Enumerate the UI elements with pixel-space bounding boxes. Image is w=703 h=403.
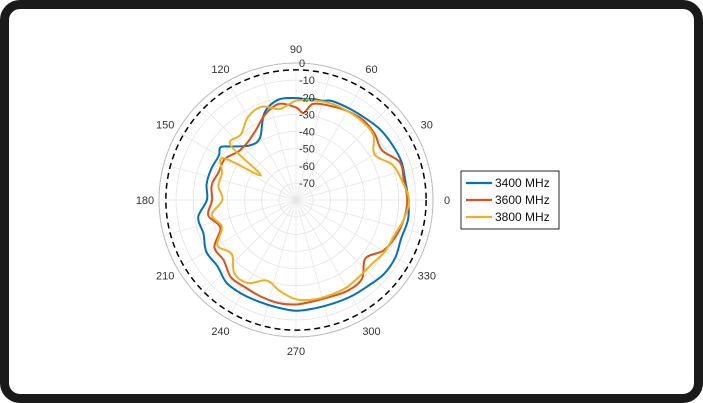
grid-spoke xyxy=(295,199,332,333)
angle-tick-label: 330 xyxy=(418,271,436,283)
radial-tick-label: -40 xyxy=(299,127,315,139)
grid-spoke xyxy=(227,81,297,201)
legend-label: 3400 MHz xyxy=(495,176,550,190)
tick-labels: 0 30 60 90 120 150 180 210 240 270 300 330 0 -10 -20 -3… xyxy=(136,44,450,358)
grid-spoke xyxy=(163,164,297,201)
legend-entry-3[interactable]: 3800 MHz xyxy=(466,210,550,224)
grid-spoke xyxy=(177,199,297,269)
angle-tick-label: 90 xyxy=(290,44,302,56)
polar-grid xyxy=(158,62,434,338)
grid-spoke xyxy=(295,102,394,201)
radial-tick-label: -60 xyxy=(299,161,315,173)
grid-spoke xyxy=(295,199,429,236)
radial-tick-label: -30 xyxy=(299,109,315,121)
grid-spoke xyxy=(295,199,394,298)
angle-tick-label: 0 xyxy=(444,195,450,207)
grid-spoke xyxy=(198,102,297,201)
reference-circle xyxy=(165,69,427,331)
legend-entry-2[interactable]: 3600 MHz xyxy=(466,193,550,207)
grid-spoke xyxy=(177,131,297,201)
radial-tick-label: -20 xyxy=(299,92,315,104)
radial-tick-label: -70 xyxy=(299,178,315,190)
angle-tick-label: 210 xyxy=(156,271,174,283)
angle-tick-label: 60 xyxy=(365,64,377,76)
angle-tick-label: 270 xyxy=(287,346,305,358)
legend[interactable]: 3400 MHz 3600 MHz 3800 MHz xyxy=(460,170,560,230)
radial-tick-label: -50 xyxy=(299,144,315,156)
angle-tick-label: 150 xyxy=(156,120,174,132)
angle-tick-label: 120 xyxy=(211,64,229,76)
legend-label: 3800 MHz xyxy=(495,210,550,224)
angle-tick-label: 30 xyxy=(421,120,433,132)
grid-spoke xyxy=(295,199,365,319)
grid-spoke xyxy=(295,81,365,201)
grid-spoke xyxy=(163,199,297,236)
grid-spoke xyxy=(227,199,297,319)
series-line-1 xyxy=(197,96,410,312)
angle-tick-label: 300 xyxy=(362,326,380,338)
outer-circle xyxy=(158,62,434,338)
grid-spoke xyxy=(198,199,297,298)
angle-tick-label: 240 xyxy=(211,326,229,338)
series-line-3 xyxy=(210,98,411,302)
grid-spoke xyxy=(260,199,297,333)
legend-label: 3600 MHz xyxy=(495,193,550,207)
radial-tick-label: -10 xyxy=(299,75,315,87)
grid-spoke xyxy=(295,67,332,201)
legend-entry-1[interactable]: 3400 MHz xyxy=(466,176,550,190)
grid-spoke xyxy=(295,164,429,201)
grid-spoke xyxy=(295,131,415,201)
grid-spoke xyxy=(260,67,297,201)
angle-tick-label: 180 xyxy=(136,195,154,207)
radial-tick-label: 0 xyxy=(299,58,305,70)
series-lines xyxy=(197,96,411,312)
